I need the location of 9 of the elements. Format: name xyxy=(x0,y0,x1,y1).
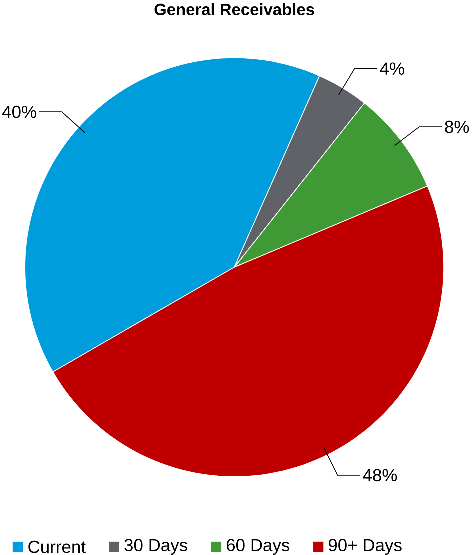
legend-label: 90+ Days xyxy=(329,539,402,555)
legend-label: 30 Days xyxy=(124,539,188,555)
data-label: 48% xyxy=(363,469,398,482)
legend-label: 60 Days xyxy=(227,539,290,555)
data-label: 4% xyxy=(380,62,405,75)
legend-label: Current xyxy=(28,540,86,554)
data-label: 40% xyxy=(2,106,37,118)
chart-title: General Receivables xyxy=(154,3,314,16)
data-label: 8% xyxy=(445,120,470,134)
